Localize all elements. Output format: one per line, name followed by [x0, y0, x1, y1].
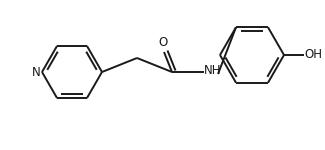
Text: NH: NH [204, 63, 222, 76]
Text: N: N [32, 66, 40, 78]
Text: OH: OH [304, 48, 322, 62]
Text: O: O [158, 36, 168, 50]
